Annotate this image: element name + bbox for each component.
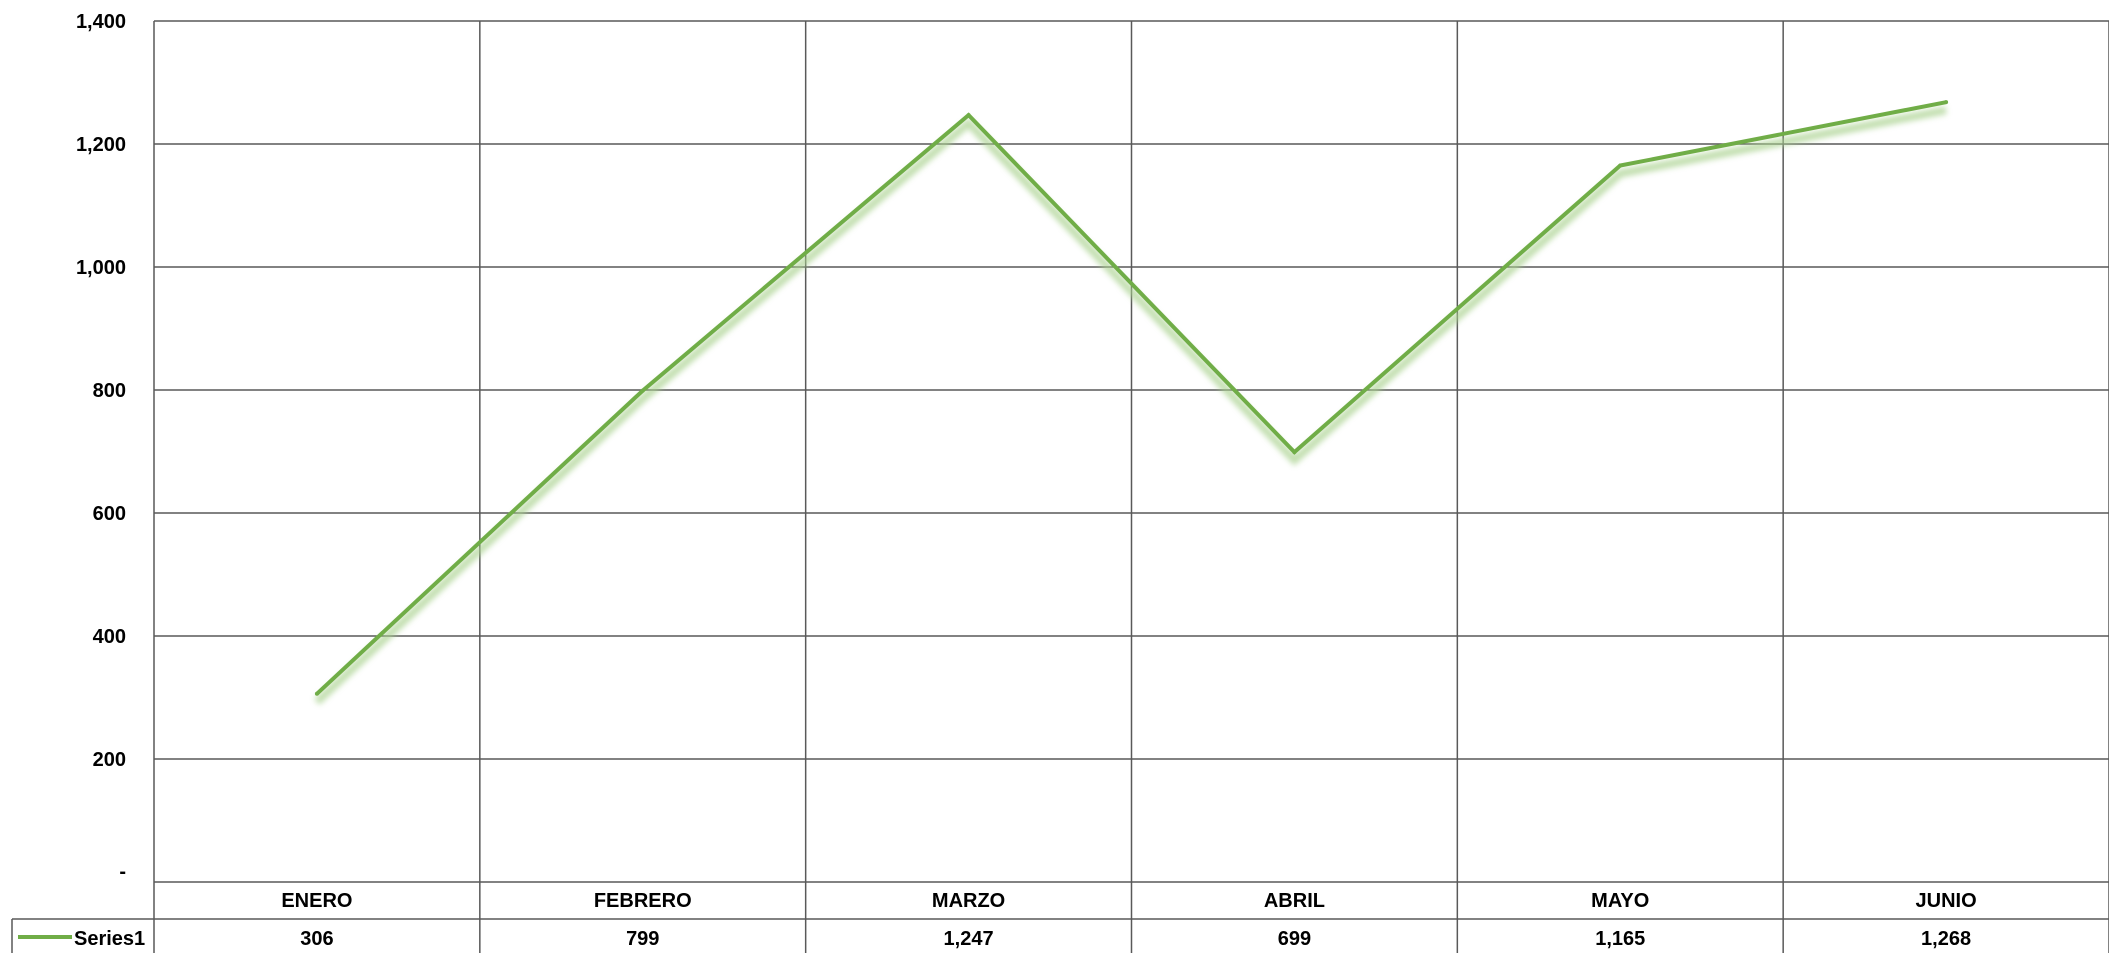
data-table-value: 1,268 bbox=[1921, 928, 1971, 950]
y-axis-tick-labels: - 200 400 600 800 1,000 1,200 1,400 bbox=[76, 11, 126, 883]
data-point bbox=[1944, 100, 1949, 105]
y-tick-label: 600 bbox=[93, 503, 126, 525]
series-line-group bbox=[314, 100, 1949, 705]
data-table-value: 306 bbox=[300, 928, 333, 950]
series-line bbox=[315, 100, 1947, 696]
data-table-value: 1,247 bbox=[944, 928, 994, 950]
x-category-label: FEBRERO bbox=[594, 890, 692, 912]
x-category-label: MARZO bbox=[932, 890, 1005, 912]
y-tick-label: 1,000 bbox=[76, 257, 126, 279]
series-line-glow bbox=[314, 106, 1947, 705]
x-category-label: JUNIO bbox=[1916, 890, 1977, 912]
data-point bbox=[966, 113, 971, 118]
gridlines bbox=[153, 20, 2109, 953]
x-category-label: ABRIL bbox=[1264, 890, 1325, 912]
data-point bbox=[314, 691, 319, 696]
y-tick-label: 400 bbox=[93, 626, 126, 648]
x-category-label: MAYO bbox=[1591, 890, 1649, 912]
data-point bbox=[640, 388, 645, 393]
legend-series-name: Series1 bbox=[74, 928, 145, 950]
y-tick-label: 200 bbox=[93, 749, 126, 771]
data-table: ENERO 306 FEBRERO 799 MARZO 1,247 ABRIL 699 MAYO… bbox=[11, 890, 2109, 953]
data-point bbox=[1618, 163, 1623, 168]
data-table-value: 799 bbox=[626, 928, 659, 950]
data-table-value: 1,165 bbox=[1595, 928, 1645, 950]
y-tick-label: 1,400 bbox=[76, 11, 126, 33]
y-tick-label: 800 bbox=[93, 380, 126, 402]
x-category-label: ENERO bbox=[281, 890, 352, 912]
y-tick-label: 1,200 bbox=[76, 134, 126, 156]
y-tick-label: - bbox=[119, 861, 126, 883]
data-table-value: 699 bbox=[1278, 928, 1311, 950]
data-point bbox=[1292, 450, 1297, 455]
